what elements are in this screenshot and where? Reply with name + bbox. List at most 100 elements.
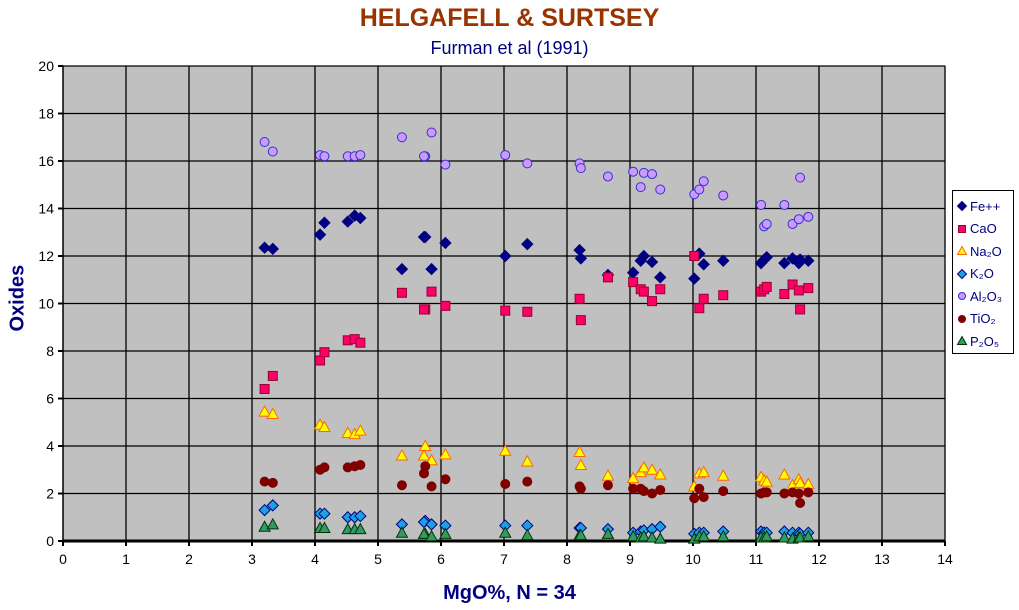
legend-marker-icon (958, 314, 966, 323)
data-point-na2o (645, 463, 659, 475)
data-point-al2o3 (319, 151, 330, 162)
legend-item-cao: CaO (953, 218, 1013, 241)
data-point-cao (803, 283, 814, 294)
data-point-tio2 (426, 481, 437, 492)
data-point-cao (787, 279, 798, 290)
data-point-fe++ (354, 211, 367, 225)
data-point-p2o5 (417, 527, 431, 539)
y-tick-label: 16 (38, 153, 54, 169)
data-point-al2o3 (779, 199, 790, 210)
data-point-tio2 (803, 487, 814, 498)
data-point-cao (628, 277, 639, 288)
data-point-fe++ (521, 237, 534, 251)
x-tick-label: 10 (685, 551, 701, 567)
legend-marker (956, 245, 968, 256)
x-tick-label: 2 (185, 551, 193, 567)
data-point-na2o (760, 475, 774, 487)
data-point-al2o3 (698, 176, 709, 187)
data-point-cao (319, 347, 330, 358)
data-point-p2o5 (697, 529, 711, 542)
data-point-p2o5 (425, 529, 438, 542)
y-tick-label: 12 (38, 248, 54, 264)
x-tick-label: 0 (59, 551, 67, 567)
legend-label: TiO₂ (970, 311, 996, 327)
data-point-tio2 (575, 483, 586, 494)
data-point-al2o3 (793, 214, 804, 225)
data-point-tio2 (779, 488, 790, 499)
data-point-na2o (266, 407, 280, 419)
data-point-cao (689, 251, 700, 261)
data-point-cao (795, 304, 806, 315)
y-tick-label: 8 (46, 343, 54, 359)
y-tick-label: 6 (46, 391, 54, 407)
data-point-na2o (637, 460, 651, 473)
data-point-tio2 (793, 488, 804, 499)
data-point-tio2 (267, 477, 278, 488)
x-tick-label: 9 (626, 551, 634, 567)
data-point-p2o5 (354, 522, 367, 535)
legend-marker (958, 314, 966, 323)
legend-label: Al₂O₃ (970, 288, 1003, 304)
data-point-cao (602, 272, 613, 283)
data-point-na2o (418, 439, 432, 451)
data-point-cao (355, 337, 366, 348)
x-tick-label: 12 (811, 551, 827, 567)
legend-item-al2o3: Al₂O₃ (953, 285, 1013, 308)
data-point-cao (718, 290, 729, 301)
legend-marker-icon (958, 224, 966, 233)
data-point-na2o (395, 448, 409, 461)
data-point-cao (418, 304, 429, 315)
data-point-fe++ (425, 262, 438, 276)
legend-item-na2o: Na₂O (953, 240, 1013, 263)
legend-marker-icon (958, 292, 966, 301)
data-point-al2o3 (718, 190, 729, 201)
data-point-fe++ (697, 258, 710, 271)
data-point-al2o3 (522, 158, 533, 169)
data-point-p2o5 (626, 529, 640, 542)
legend-marker-icon (956, 201, 968, 212)
data-point-k2o (318, 507, 331, 520)
data-point-na2o (716, 469, 730, 481)
data-point-na2o (417, 448, 431, 461)
data-point-na2o (573, 445, 586, 457)
chart-subtitle: Furman et al (1991) (430, 38, 589, 58)
data-point-al2o3 (635, 182, 646, 193)
data-point-tio2 (795, 498, 806, 508)
data-point-cao (396, 287, 407, 298)
data-point-k2o (266, 499, 279, 512)
data-point-fe++ (760, 250, 773, 264)
data-point-cao (315, 355, 326, 366)
data-point-na2o (793, 476, 807, 488)
x-tick-label: 4 (311, 551, 319, 567)
data-point-cao (500, 305, 511, 316)
x-tick-label: 11 (749, 551, 764, 567)
data-point-p2o5 (601, 527, 615, 539)
y-tick-label: 14 (38, 201, 54, 217)
legend-marker-icon (956, 268, 968, 279)
data-point-p2o5 (395, 526, 409, 538)
legend-marker (956, 201, 968, 212)
data-point-p2o5 (318, 521, 331, 533)
data-point-tio2 (396, 480, 407, 491)
data-point-tio2 (638, 486, 649, 497)
data-point-k2o (354, 509, 367, 523)
data-point-na2o (498, 444, 512, 456)
data-point-al2o3 (655, 184, 666, 195)
data-point-na2o (425, 453, 438, 466)
data-point-cao (655, 284, 666, 295)
x-tick-label: 6 (437, 551, 445, 567)
data-point-fe++ (717, 254, 730, 267)
data-point-tio2 (694, 483, 705, 494)
legend-item-k2o: K₂O (953, 263, 1013, 286)
data-point-tio2 (602, 480, 613, 491)
data-point-cao (440, 300, 451, 311)
series-tio2 (259, 460, 814, 508)
x-tick-label: 3 (248, 551, 256, 567)
data-point-na2o (341, 426, 355, 438)
series-al2o3 (259, 127, 814, 232)
series-p2o5 (258, 517, 815, 544)
data-point-al2o3 (628, 166, 639, 177)
data-point-cao (698, 293, 709, 304)
legend-label: Fe++ (970, 198, 1001, 214)
data-point-cao (647, 296, 658, 307)
